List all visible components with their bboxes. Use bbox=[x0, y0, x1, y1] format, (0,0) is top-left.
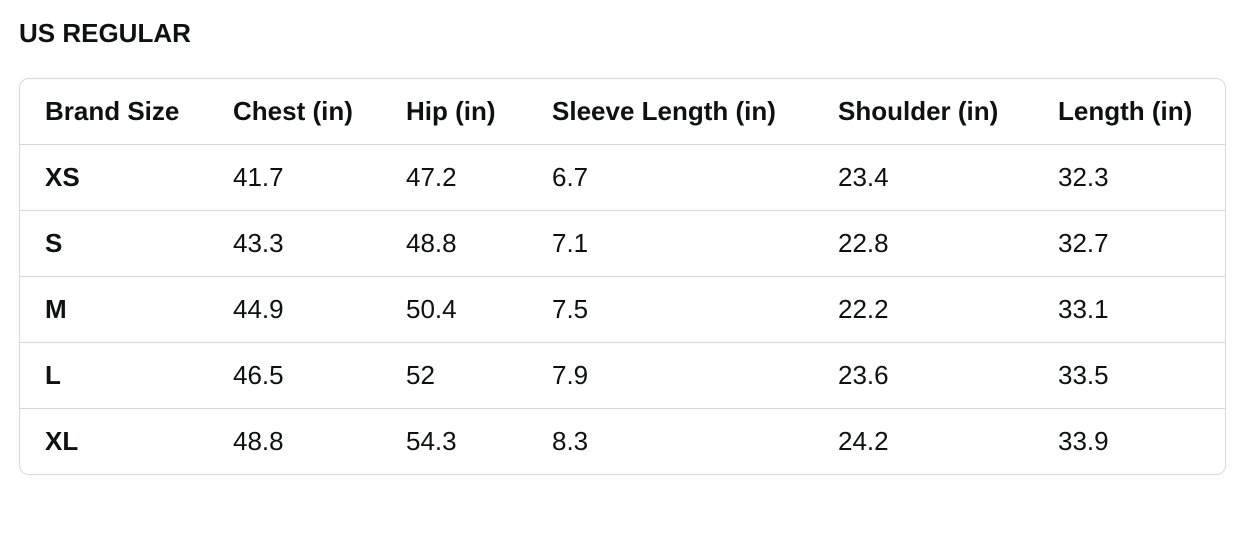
size-label: L bbox=[20, 342, 208, 409]
cell: 22.2 bbox=[813, 276, 1033, 343]
column-header: Length (in) bbox=[1058, 96, 1193, 126]
size-label: M bbox=[20, 276, 208, 343]
cell: 7.5 bbox=[527, 276, 813, 343]
size-label: XL bbox=[20, 408, 208, 474]
cell: 47.2 bbox=[381, 144, 527, 211]
cell: 52 bbox=[381, 342, 527, 409]
cell: 50.4 bbox=[381, 276, 527, 343]
cell: 54.3 bbox=[381, 408, 527, 474]
cell: 33.5 bbox=[1033, 342, 1225, 409]
cell: 41.7 bbox=[208, 144, 381, 211]
table-row: S 43.3 48.8 7.1 22.8 32.7 bbox=[20, 210, 1225, 277]
header-row: Brand Size Chest (in) Hip (in) Sleeve Lengt… bbox=[20, 79, 1225, 145]
cell: 8.3 bbox=[527, 408, 813, 474]
cell: 7.1 bbox=[527, 210, 813, 277]
cell: 33.1 bbox=[1033, 276, 1225, 343]
cell: 48.8 bbox=[208, 408, 381, 474]
cell: 7.9 bbox=[527, 342, 813, 409]
column-header: Hip (in) bbox=[406, 96, 496, 126]
cell: 23.4 bbox=[813, 144, 1033, 211]
size-table: Brand Size Chest (in) Hip (in) Sleeve Lengt… bbox=[20, 79, 1225, 474]
cell: 33.9 bbox=[1033, 408, 1225, 474]
column-header: Brand Size bbox=[45, 96, 180, 126]
size-label: S bbox=[20, 210, 208, 277]
cell: 46.5 bbox=[208, 342, 381, 409]
column-header: Sleeve Length (in) bbox=[552, 96, 776, 126]
column-header: Shoulder (in) bbox=[838, 96, 999, 126]
cell: 24.2 bbox=[813, 408, 1033, 474]
cell: 44.9 bbox=[208, 276, 381, 343]
cell: 6.7 bbox=[527, 144, 813, 211]
size-label: XS bbox=[20, 144, 208, 211]
cell: 32.3 bbox=[1033, 144, 1225, 211]
column-header: Chest (in) bbox=[233, 96, 353, 126]
title: US REGULAR bbox=[19, 18, 191, 48]
cell: 48.8 bbox=[381, 210, 527, 277]
cell: 32.7 bbox=[1033, 210, 1225, 277]
table-row: XL 48.8 54.3 8.3 24.2 33.9 bbox=[20, 408, 1225, 474]
cell: 43.3 bbox=[208, 210, 381, 277]
table-row: XS 41.7 47.2 6.7 23.4 32.3 bbox=[20, 144, 1225, 211]
size-table-container: Brand Size Chest (in) Hip (in) Sleeve Lengt… bbox=[19, 78, 1226, 475]
table-row: M 44.9 50.4 7.5 22.2 33.1 bbox=[20, 276, 1225, 343]
table-row: L 46.5 52 7.9 23.6 33.5 bbox=[20, 342, 1225, 409]
cell: 23.6 bbox=[813, 342, 1033, 409]
cell: 22.8 bbox=[813, 210, 1033, 277]
